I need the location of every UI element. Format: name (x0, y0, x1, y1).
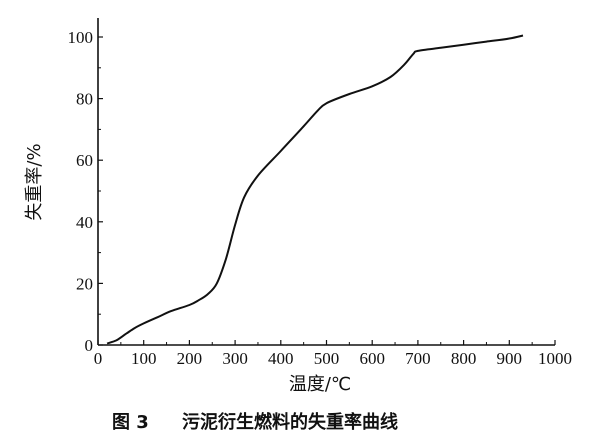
x-axis-label: 温度/℃ (289, 374, 351, 395)
y-tick-label-40: 40 (76, 213, 93, 232)
series-line-0 (106, 34, 524, 345)
x-tick-label-300: 300 (222, 349, 248, 368)
y-tick-label-60: 60 (76, 151, 93, 170)
x-tick-label-900: 900 (497, 349, 523, 368)
tick-marks (97, 36, 556, 346)
x-tick-label-1000: 1000 (538, 349, 572, 368)
x-tick-label-600: 600 (359, 349, 385, 368)
y-tick-labels: 0 20 40 60 80 100 (68, 28, 94, 355)
x-tick-label-0: 0 (94, 349, 103, 368)
y-tick-label-100: 100 (68, 28, 94, 47)
figure-caption-text: 污泥衍生燃料的失重率曲线 (182, 411, 398, 433)
x-tick-label-200: 200 (177, 349, 203, 368)
y-tick-label-20: 20 (76, 274, 93, 293)
y-tick-label-80: 80 (76, 90, 93, 109)
x-tick-label-500: 500 (314, 349, 340, 368)
series-group (106, 34, 524, 345)
y-tick-label-0: 0 (85, 336, 94, 355)
y-axis-label: 失重率/% (24, 143, 45, 220)
axes (97, 18, 555, 346)
x-tick-labels: 0 100 200 300 400 500 600 700 800 900 1000 (94, 349, 572, 368)
x-tick-label-400: 400 (268, 349, 294, 368)
x-tick-label-800: 800 (451, 349, 477, 368)
x-tick-label-100: 100 (131, 349, 157, 368)
figure-caption-number: 图 3 (112, 412, 149, 433)
x-tick-label-700: 700 (405, 349, 431, 368)
